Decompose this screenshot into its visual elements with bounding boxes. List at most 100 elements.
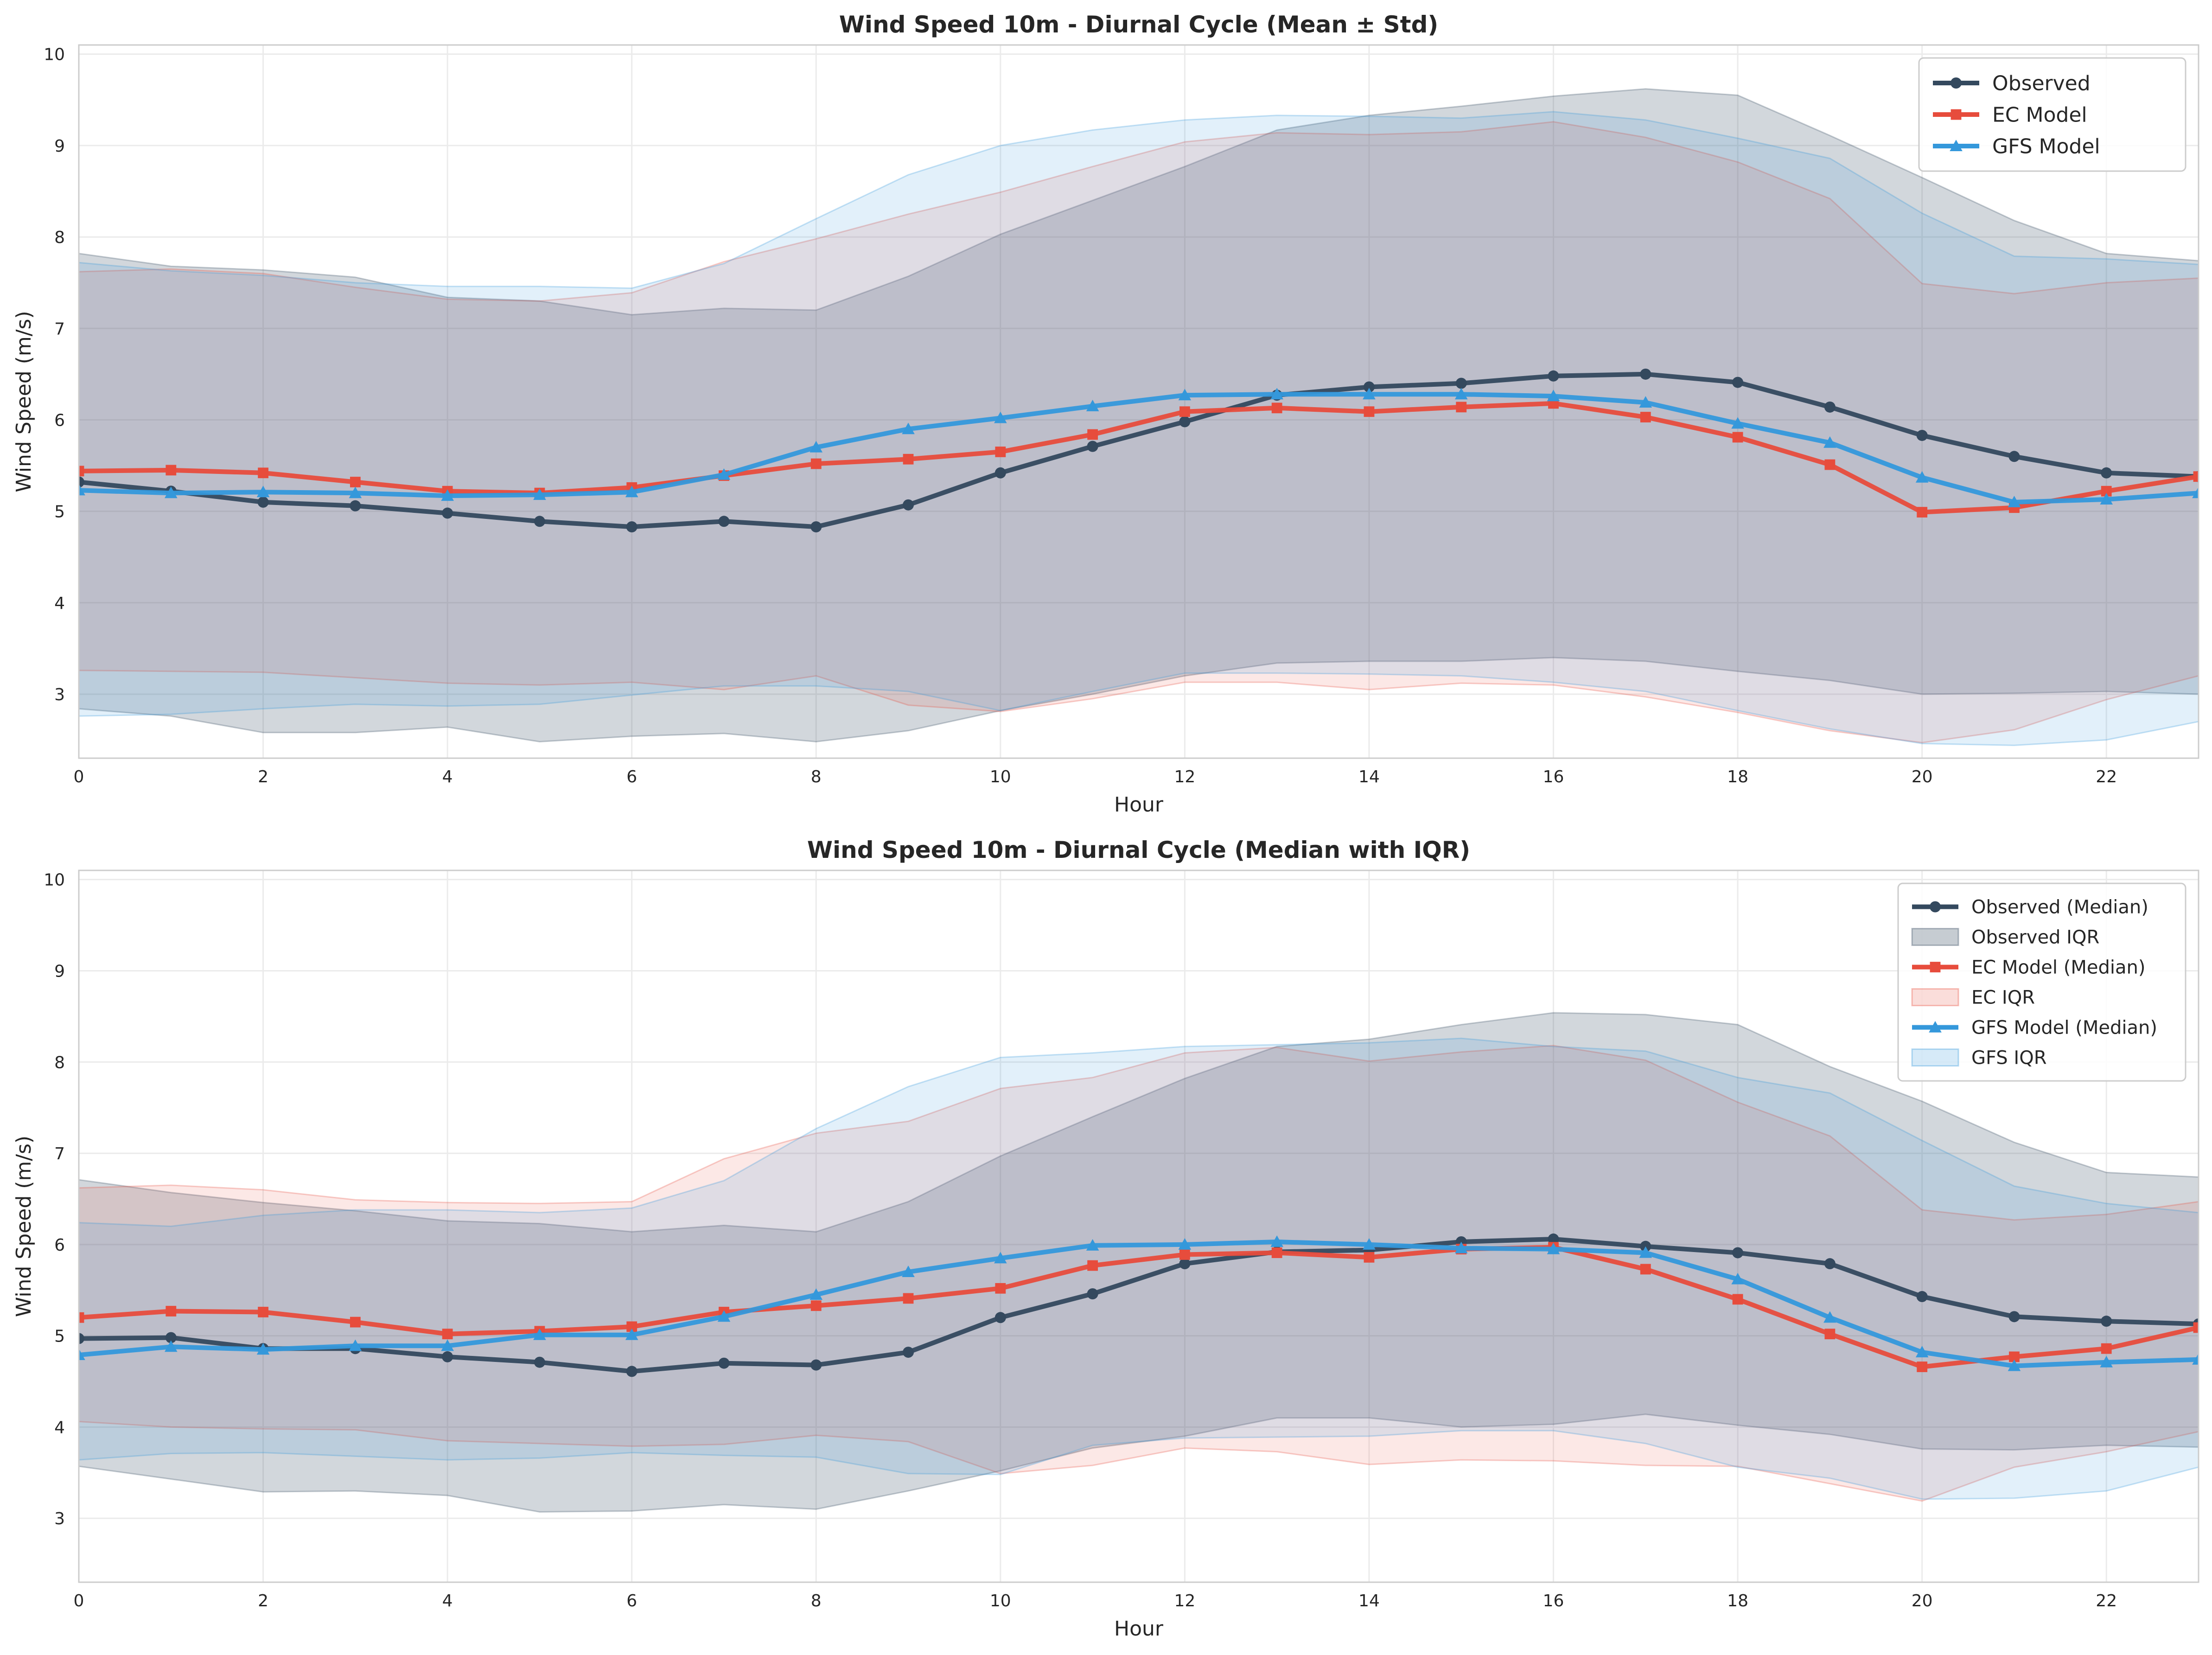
gfs-model-median--point (1086, 1239, 1099, 1251)
x-tick-label: 0 (74, 1591, 84, 1610)
ec-model-median--point (626, 1321, 637, 1332)
ec-model-median--point (1364, 1252, 1375, 1263)
observed-point (1732, 377, 1744, 388)
ec-model-point (350, 477, 361, 487)
legend-label: EC Model (1992, 103, 2087, 127)
gfs-model-median--point (902, 1265, 915, 1277)
observed-median--point (626, 1366, 637, 1377)
ec-model-median--point (1732, 1294, 1743, 1305)
observed-median--point (79, 1333, 84, 1344)
gfs-model-point (1454, 388, 1468, 400)
ec-model-point (1271, 403, 1282, 414)
gfs-model-median--point (2100, 1355, 2113, 1367)
observed-median--point (442, 1351, 453, 1362)
ec-model-median--point (1179, 1249, 1190, 1260)
ec-model-median--point (1087, 1260, 1098, 1271)
gfs-model-point (1086, 400, 1099, 411)
legend-label: EC Model (Median) (1971, 957, 2145, 978)
observed-median--point (534, 1356, 545, 1368)
ec-model-median--point (903, 1293, 914, 1304)
legend-label: GFS IQR (1971, 1048, 2046, 1069)
y-tick-label: 10 (44, 871, 65, 890)
observed-point (1916, 429, 1928, 441)
gfs-model-median--point (1178, 1238, 1192, 1250)
plot-content (79, 1012, 2199, 1513)
ec-model-point (810, 458, 822, 469)
gfs-model-point (1178, 389, 1192, 401)
gfs-model-point (2008, 496, 2021, 507)
gfs-model-median--point (349, 1339, 362, 1351)
ec-model-median--point (1640, 1264, 1651, 1275)
gfs-model-median--point (1547, 1242, 1560, 1254)
observed-median--point (1916, 1291, 1928, 1303)
gfs-model-median--point (441, 1339, 454, 1351)
x-tick-label: 22 (2096, 767, 2117, 786)
ec-model-point (1732, 432, 1743, 443)
observed-point (534, 516, 545, 527)
plot-frame (78, 869, 2199, 1583)
ec-iqr-band (79, 1045, 2199, 1502)
legend-label: GFS Model (1992, 134, 2100, 158)
x-tick-label: 22 (2096, 1591, 2117, 1610)
ec-model-median--point (1271, 1247, 1282, 1258)
y-tick-label: 7 (54, 319, 65, 339)
ec-model-median--line (79, 1245, 2199, 1369)
x-tick-label: 2 (258, 1591, 268, 1610)
gfs-model-median--point (1454, 1241, 1468, 1253)
legend-marker (1950, 140, 1963, 152)
gfs-model-point (810, 441, 823, 453)
gfs-model-point (1915, 471, 1929, 483)
observed-median--point (1824, 1258, 1836, 1270)
legend-label: Observed (1992, 71, 2091, 95)
gfs-model-point (2192, 486, 2199, 498)
y-tick-label: 4 (54, 594, 65, 613)
gfs-model-point (1731, 417, 1744, 429)
legend-label: GFS Model (Median) (1971, 1017, 2157, 1039)
gfs-model-median--point (1270, 1235, 1283, 1247)
observed-point (79, 476, 84, 488)
x-tick-label: 12 (1174, 1591, 1195, 1610)
observed-median--point (718, 1357, 730, 1369)
gfs-model-point (533, 488, 546, 500)
y-tick-label: 8 (54, 228, 65, 247)
x-tick-label: 16 (1543, 1591, 1564, 1610)
x-tick-label: 10 (990, 767, 1011, 786)
legend-label: Observed IQR (1971, 927, 2099, 948)
x-tick-label: 8 (811, 1591, 822, 1610)
x-tick-label: 20 (1912, 1591, 1933, 1610)
x-tick-label: 2 (258, 767, 268, 786)
gfs-model-median--point (625, 1328, 638, 1340)
gfs-model-line (79, 392, 2199, 505)
gfs-model-median--point (2008, 1359, 2021, 1371)
observed-median--point (1179, 1258, 1191, 1270)
ec-model-point (258, 467, 268, 479)
ec-model-point (1087, 429, 1098, 440)
observed-median--line (79, 1237, 2199, 1374)
observed-median--point (1087, 1288, 1098, 1300)
ec-model-point (1179, 406, 1190, 417)
x-tick-label: 6 (626, 767, 637, 786)
y-axis-label: Wind Speed (m/s) (12, 1136, 36, 1317)
observed-median--point (2101, 1316, 2112, 1327)
observed-point (1179, 416, 1191, 428)
ec-model-point (2101, 486, 2112, 497)
x-tick-label: 14 (1358, 1591, 1380, 1610)
ec-model-point (1640, 412, 1651, 422)
observed-point (903, 499, 914, 511)
x-axis-label: Hour (1114, 793, 1164, 817)
legend: Observed (Median) Observed IQR EC Model (M… (1897, 882, 2187, 1082)
y-tick-label: 7 (54, 1144, 65, 1163)
plot-area (79, 870, 2199, 1582)
observed-median--point (2008, 1311, 2020, 1323)
ec-model-point (166, 465, 177, 476)
legend-box (1897, 882, 2187, 1082)
gfs-model-point (2100, 493, 2113, 505)
observed-median--point (165, 1332, 177, 1343)
observed-point (1640, 368, 1651, 380)
observed-point (1087, 441, 1098, 452)
gfs-model-median--point (164, 1340, 178, 1352)
gfs-model-point (1547, 390, 1560, 402)
ec-model-median--point (1917, 1361, 1928, 1372)
ec-model-median--point (2101, 1343, 2112, 1354)
